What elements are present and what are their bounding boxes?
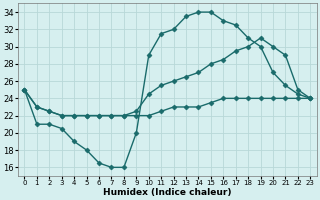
X-axis label: Humidex (Indice chaleur): Humidex (Indice chaleur) xyxy=(103,188,232,197)
